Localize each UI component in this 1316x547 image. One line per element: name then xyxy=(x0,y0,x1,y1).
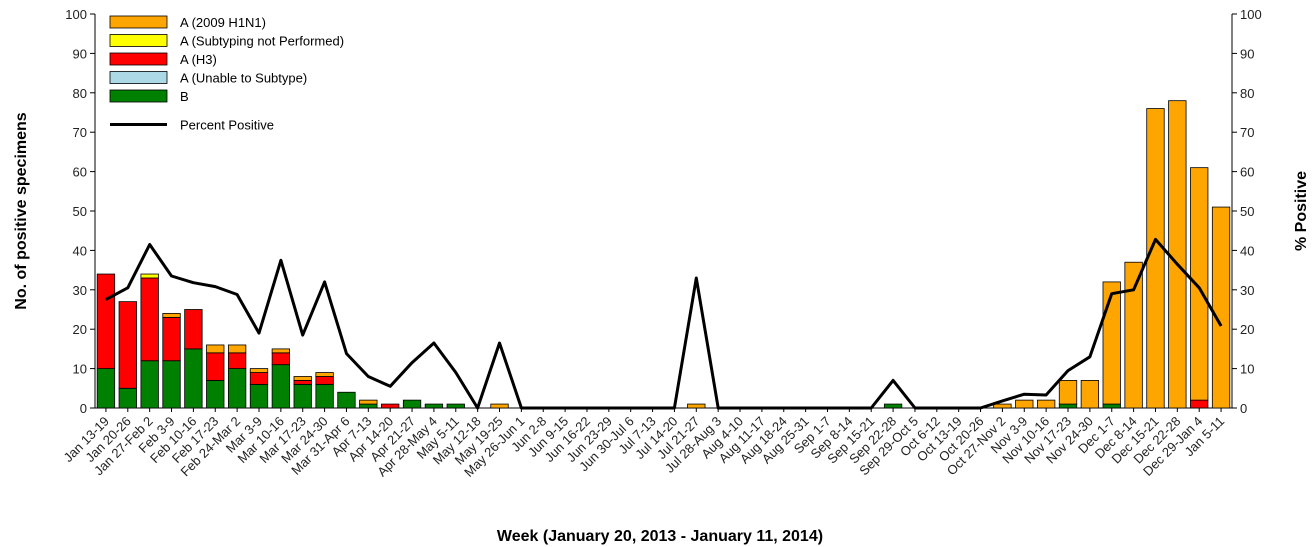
bar-segment-b xyxy=(96,368,116,409)
bar-segment-a-2009-h1n1 xyxy=(1211,206,1231,409)
bar-segment-a-h3 xyxy=(118,301,137,389)
legend-label: A (Unable to Subtype) xyxy=(180,71,307,86)
y2-axis-label: % Positive xyxy=(1293,171,1310,251)
y-tick-label: 90 xyxy=(73,46,87,61)
bar-segment-b xyxy=(883,403,903,409)
bar-stacks xyxy=(96,100,1231,412)
y2-tick-label: 0 xyxy=(1240,401,1247,416)
bar-segment-a-2009-h1n1 xyxy=(1146,108,1165,409)
bar-segment-a-h3 xyxy=(184,309,203,350)
percent-positive-polyline xyxy=(105,237,1223,410)
bar-segment-a-h3 xyxy=(140,277,159,362)
bar-segment-a-2009-h1n1 xyxy=(271,348,291,354)
y2-tick-label: 90 xyxy=(1240,46,1254,61)
bar-segment-b xyxy=(1102,403,1121,409)
legend-swatch xyxy=(109,89,168,103)
bar-segment-a-h3 xyxy=(271,352,291,366)
bar-segment-a-2009-h1n1 xyxy=(1058,380,1078,405)
y-tick-label: 0 xyxy=(80,401,87,416)
y-tick-label: 60 xyxy=(73,165,87,180)
bar-segment-b xyxy=(162,360,181,409)
y-tick-label: 10 xyxy=(73,362,87,377)
y-tick-label: 100 xyxy=(65,7,87,22)
y2-tick-label: 20 xyxy=(1240,322,1254,337)
y-tick-label: 50 xyxy=(73,204,87,219)
legend-swatch xyxy=(109,15,168,29)
bar-segment-b xyxy=(402,399,422,409)
bar-segment-a-2009-h1n1 xyxy=(1015,399,1034,409)
bar-segment-a-2009-h1n1 xyxy=(490,403,509,409)
bar-segment-b xyxy=(249,383,269,409)
y-tick-label: 80 xyxy=(73,86,87,101)
bar-segment-b xyxy=(337,391,356,409)
legend-label-percent-positive: Percent Positive xyxy=(180,118,274,133)
bar-segment-a-2009-h1n1 xyxy=(1190,167,1209,401)
bar-segment-a-2009-h1n1 xyxy=(1102,281,1121,405)
bar-segment-a-h3 xyxy=(315,376,334,385)
bar-segment-a-2009-h1n1 xyxy=(1036,399,1056,409)
y2-tick-label: 40 xyxy=(1240,243,1254,258)
y2-tick-label: 10 xyxy=(1240,362,1254,377)
legend: A (2009 H1N1) A (Subtyping not Performed)… xyxy=(109,15,344,133)
bar-segment-a-2009-h1n1 xyxy=(359,399,378,405)
bar-segment-b xyxy=(184,348,203,409)
bar-segment-a-2009-h1n1 xyxy=(1168,100,1187,409)
bar-segment-a-2009-h1n1 xyxy=(227,344,247,354)
x-axis-label: Week (January 20, 2013 - January 11, 201… xyxy=(497,528,823,545)
bar-segment-b xyxy=(1058,403,1078,409)
y-tick-label: 20 xyxy=(73,322,87,337)
percent-positive-line xyxy=(105,237,1223,410)
y2-tick-label: 50 xyxy=(1240,204,1254,219)
bar-segment-b xyxy=(424,403,444,409)
bar-segment-a-2009-h1n1 xyxy=(293,376,312,381)
bar-segment-a-h3 xyxy=(96,273,116,370)
legend-label: A (H3) xyxy=(180,52,217,67)
bar-segment-b xyxy=(293,383,312,409)
bar-segment-a-subtyping-not-performed xyxy=(140,273,159,279)
y-tick-label: 70 xyxy=(73,125,87,140)
bar-segment-a-h3 xyxy=(249,372,269,385)
bar-segment-b xyxy=(446,403,465,409)
bar-segment-b xyxy=(315,383,334,409)
bar-segment-b xyxy=(227,368,247,409)
bar-segment-a-2009-h1n1 xyxy=(687,403,706,409)
bar-segment-a-h3 xyxy=(206,352,225,381)
bar-segment-a-2009-h1n1 xyxy=(162,313,181,318)
bar-segment-a-2009-h1n1 xyxy=(1124,261,1143,409)
y-axis-label: No. of positive specimens xyxy=(13,112,30,309)
y2-tick-label: 30 xyxy=(1240,283,1254,298)
bar-segment-a-2009-h1n1 xyxy=(206,344,225,354)
legend-label: B xyxy=(180,89,189,104)
bar-segment-a-h3 xyxy=(381,403,400,409)
bar-segment-a-h3 xyxy=(293,380,312,385)
bar-segment-a-2009-h1n1 xyxy=(993,403,1012,409)
legend-swatch xyxy=(109,34,168,47)
y2-tick-label: 100 xyxy=(1240,7,1262,22)
bar-segment-a-2009-h1n1 xyxy=(315,372,334,377)
bar-segment-a-2009-h1n1 xyxy=(1080,380,1100,409)
bar-segment-b xyxy=(359,403,378,409)
legend-label: A (Subtyping not Performed) xyxy=(180,34,344,49)
y-tick-label: 40 xyxy=(73,243,87,258)
legend-swatch xyxy=(109,71,168,84)
y2-tick-label: 80 xyxy=(1240,86,1254,101)
bar-segment-a-h3 xyxy=(1190,399,1209,409)
bar-segment-b xyxy=(271,364,291,409)
legend-swatch xyxy=(109,52,168,66)
bar-segment-b xyxy=(140,360,159,409)
y-tick-label: 30 xyxy=(73,283,87,298)
bar-segment-b xyxy=(118,387,137,409)
bar-segment-b xyxy=(206,380,225,409)
bar-segment-a-2009-h1n1 xyxy=(249,368,269,373)
bar-segment-a-h3 xyxy=(227,352,247,369)
y2-tick-label: 70 xyxy=(1240,125,1254,140)
bar-segment-a-h3 xyxy=(162,316,181,362)
y2-tick-label: 60 xyxy=(1240,165,1254,180)
legend-label: A (2009 H1N1) xyxy=(180,15,266,30)
